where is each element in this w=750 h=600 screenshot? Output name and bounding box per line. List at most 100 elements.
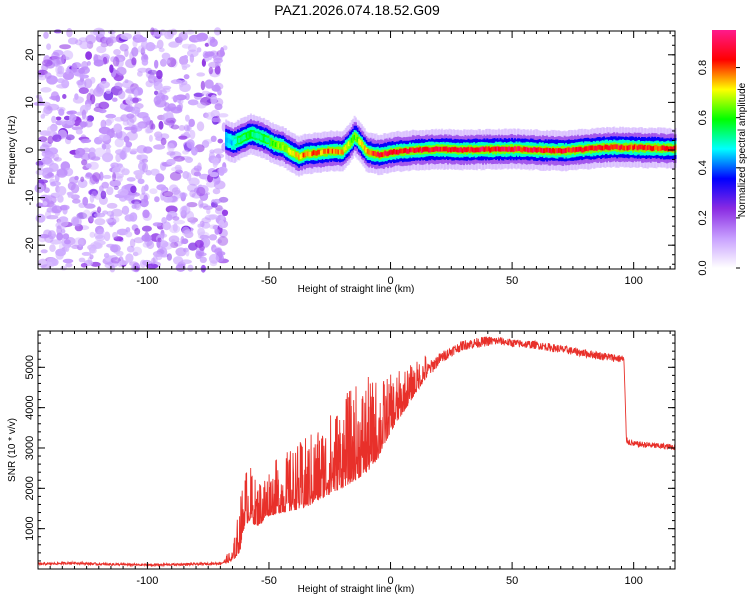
- noise-blob: [113, 185, 119, 190]
- signal-cell: [366, 149, 369, 154]
- signal-cell: [299, 154, 302, 160]
- signal-cell: [287, 147, 290, 153]
- signal-cell: [344, 145, 347, 150]
- spectrogram-y-axis-label: Frequency (Hz): [7, 116, 18, 185]
- noise-blob: [35, 213, 46, 223]
- colorbar-tick-label: 0.4: [697, 160, 709, 175]
- signal-cell: [632, 145, 635, 151]
- signal-cell: [499, 147, 502, 152]
- signal-cell: [629, 144, 632, 150]
- signal-cell: [333, 149, 336, 154]
- signal-cell: [372, 151, 375, 156]
- noise-blob: [125, 104, 134, 113]
- signal-cell: [406, 148, 409, 154]
- signal-cell: [296, 152, 299, 158]
- spectrogram-x-tick-label: 50: [506, 275, 518, 287]
- signal-cell: [394, 149, 397, 155]
- signal-cell: [417, 147, 420, 153]
- noise-blob: [210, 135, 217, 142]
- signal-cell: [257, 133, 260, 139]
- noise-blob: [126, 177, 136, 182]
- noise-blob: [209, 38, 218, 47]
- noise-blob: [154, 196, 160, 203]
- noise-blob: [155, 252, 163, 261]
- noise-blob: [212, 54, 223, 61]
- signal-cell: [471, 147, 474, 153]
- signal-cell: [489, 147, 492, 153]
- signal-layer: [225, 131, 677, 160]
- signal-cell: [302, 152, 305, 158]
- signal-cell: [633, 144, 636, 150]
- signal-cell: [238, 137, 241, 143]
- noise-blob: [209, 224, 220, 230]
- noise-blob: [105, 218, 114, 223]
- noise-blob: [125, 88, 137, 94]
- signal-cell: [486, 146, 489, 152]
- noise-blob: [134, 228, 141, 235]
- signal-cell: [498, 146, 500, 152]
- signal-cell: [410, 147, 413, 153]
- spectrogram-x-tick-label: -100: [136, 275, 158, 287]
- noise-blob: [149, 188, 158, 195]
- signal-cell: [483, 147, 486, 152]
- signal-cell: [457, 147, 460, 153]
- signal-cell: [432, 147, 435, 152]
- noise-blob: [44, 210, 52, 220]
- noise-blob: [41, 59, 53, 67]
- signal-cell: [276, 143, 279, 148]
- signal-cell: [473, 147, 476, 153]
- noise-blob: [93, 212, 106, 218]
- noise-blob: [103, 90, 114, 101]
- signal-cell: [638, 144, 640, 150]
- noise-blob: [217, 138, 224, 144]
- signal-cell: [619, 145, 622, 151]
- signal-cell: [641, 144, 643, 150]
- signal-cell: [242, 135, 245, 140]
- signal-cell: [228, 138, 231, 144]
- signal-cell: [559, 148, 562, 153]
- signal-cell: [328, 148, 331, 153]
- noise-blob: [108, 260, 119, 268]
- signal-cell: [517, 146, 519, 151]
- signal-cell: [554, 148, 557, 153]
- noise-blob: [211, 84, 221, 92]
- signal-cell: [320, 150, 322, 156]
- signal-cell: [371, 150, 374, 156]
- noise-blob: [149, 120, 154, 130]
- noise-blob: [129, 212, 138, 222]
- noise-blob: [81, 109, 87, 120]
- colorbar-tick-label: 0.8: [697, 60, 709, 75]
- noise-blob: [161, 217, 167, 224]
- noise-blob: [203, 53, 210, 59]
- noise-blob: [65, 134, 75, 141]
- noise-blob: [42, 109, 50, 117]
- signal-cell: [398, 148, 401, 154]
- signal-cell: [308, 151, 311, 157]
- spectrogram-x-tick-label: 0: [387, 275, 393, 287]
- noise-blob: [145, 42, 156, 52]
- noise-blob: [85, 34, 96, 45]
- noise-blob: [94, 147, 106, 158]
- signal-cell: [572, 147, 575, 152]
- noise-blob: [111, 208, 123, 217]
- signal-cell: [446, 147, 449, 153]
- noise-blob: [102, 174, 112, 179]
- signal-cell: [642, 145, 645, 151]
- noise-blob: [56, 168, 68, 178]
- noise-blob: [44, 72, 52, 80]
- noise-blob: [56, 71, 65, 78]
- signal-cell: [252, 132, 255, 138]
- noise-blob: [39, 234, 50, 239]
- signal-cell: [239, 137, 242, 142]
- signal-cell: [374, 151, 376, 156]
- noise-blob: [144, 184, 149, 192]
- noise-blob: [179, 206, 186, 216]
- signal-cell: [343, 146, 346, 152]
- noise-blob: [81, 159, 88, 166]
- noise-blob: [40, 87, 52, 93]
- signal-cell: [658, 146, 661, 151]
- noise-blob: [168, 121, 174, 129]
- noise-blob: [174, 164, 182, 171]
- signal-cell: [509, 147, 512, 153]
- signal-cell: [318, 149, 321, 155]
